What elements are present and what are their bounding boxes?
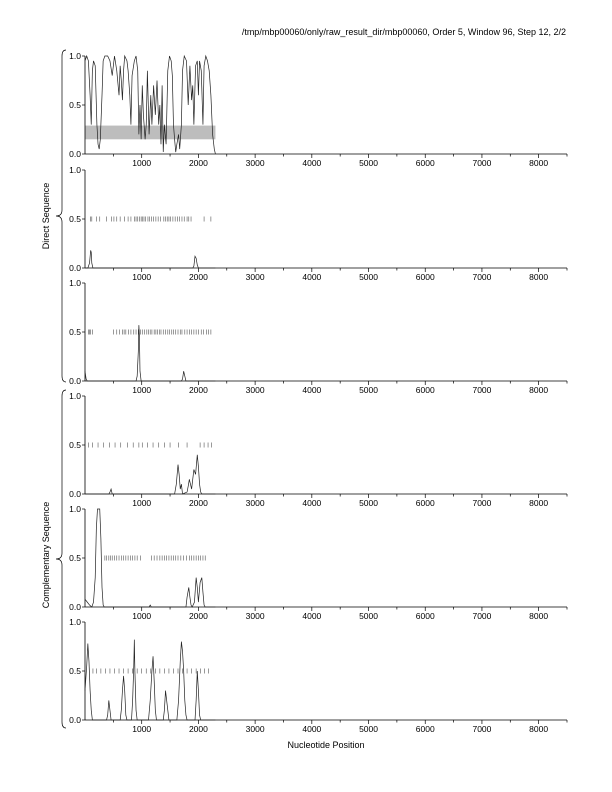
x-tick-label: 5000 [359,158,378,168]
complementary-sequence-label: Complementary Sequence [41,502,51,609]
x-tick-label: 1000 [132,272,151,282]
y-tick-label: 1.0 [69,617,81,627]
x-tick-label: 1000 [132,158,151,168]
y-tick-label: 0.5 [69,666,81,676]
panel-4: 0.0 0.5 1.0 1000 2000 3000 4000 5000 6000 7000 800… [69,391,568,508]
x-axis-label: Nucleotide Position [287,740,364,750]
x-tick-label: 7000 [472,611,491,621]
x-tick-label: 8000 [529,272,548,282]
x-tick-label: 2000 [189,272,208,282]
y-tick-label: 0.5 [69,214,81,224]
x-tick-label: 8000 [529,385,548,395]
y-tick-label: 0.0 [69,489,81,499]
x-tick-label: 4000 [302,385,321,395]
x-tick-label: 5000 [359,611,378,621]
x-tick-label: 6000 [416,158,435,168]
x-tick-label: 7000 [472,385,491,395]
x-tick-label: 4000 [302,611,321,621]
x-tick-label: 1000 [132,724,151,734]
x-tick-label: 2000 [189,724,208,734]
direct-sequence-bracket [55,49,67,383]
x-tick-label: 2000 [189,611,208,621]
x-tick-label: 5000 [359,724,378,734]
panel-3: 0.0 0.5 1.0 1000 2000 3000 4000 5000 6000 7000 800… [69,278,568,395]
y-tick-label: 1.0 [69,51,81,61]
complementary-sequence-bracket [55,389,67,729]
series-line [85,250,216,269]
x-tick-label: 4000 [302,724,321,734]
x-tick-label: 3000 [246,611,265,621]
x-tick-label: 7000 [472,272,491,282]
shaded-band [85,125,216,140]
y-tick-label: 1.0 [69,165,81,175]
x-tick-label: 5000 [359,272,378,282]
series-line [84,508,216,608]
y-tick-label: 1.0 [69,391,81,401]
x-tick-label: 1000 [132,611,151,621]
y-tick-label: 0.0 [69,263,81,273]
series-line [84,325,216,382]
x-tick-label: 3000 [246,385,265,395]
x-tick-label: 8000 [529,498,548,508]
x-tick-label: 8000 [529,611,548,621]
x-tick-label: 5000 [359,385,378,395]
direct-sequence-label: Direct Sequence [41,183,51,250]
y-tick-label: 0.5 [69,440,81,450]
series-line [85,454,216,495]
x-tick-label: 6000 [416,272,435,282]
y-tick-label: 1.0 [69,278,81,288]
group-brackets [55,49,67,729]
x-tick-label: 7000 [472,498,491,508]
x-tick-label: 6000 [416,611,435,621]
x-tick-label: 7000 [472,158,491,168]
y-tick-label: 0.5 [69,100,81,110]
panel-6: 0.0 0.5 1.0 1000 2000 3000 4000 5000 6000 7000 800… [69,617,568,734]
x-tick-label: 3000 [246,724,265,734]
x-tick-label: 8000 [529,158,548,168]
y-tick-label: 0.0 [69,715,81,725]
chart-title: /tmp/mbp00060/only/raw_result_dir/mbp000… [242,27,566,37]
y-tick-label: 1.0 [69,504,81,514]
x-tick-label: 1000 [132,385,151,395]
series-line [84,639,216,721]
x-tick-label: 4000 [302,158,321,168]
x-tick-label: 2000 [189,385,208,395]
y-tick-label: 0.0 [69,149,81,159]
x-tick-label: 7000 [472,724,491,734]
x-tick-label: 6000 [416,385,435,395]
x-tick-label: 3000 [246,498,265,508]
x-tick-label: 5000 [359,498,378,508]
x-tick-label: 2000 [189,498,208,508]
x-tick-label: 3000 [246,272,265,282]
x-tick-label: 4000 [302,272,321,282]
panels-group: 0.0 0.5 1.0 1000 2000 3000 4000 5000 6000 7000 800… [69,51,568,734]
x-tick-label: 4000 [302,498,321,508]
x-tick-label: 3000 [246,158,265,168]
x-tick-label: 6000 [416,498,435,508]
x-tick-label: 1000 [132,498,151,508]
series-line [84,54,216,155]
y-tick-label: 0.0 [69,376,81,386]
x-tick-label: 8000 [529,724,548,734]
x-tick-label: 6000 [416,724,435,734]
y-tick-label: 0.5 [69,327,81,337]
panel-2: 0.0 0.5 1.0 1000 2000 3000 4000 5000 6000 7000 800… [69,165,568,282]
panel-1: 0.0 0.5 1.0 1000 2000 3000 4000 5000 6000 7000 800… [69,51,568,168]
y-tick-label: 0.5 [69,553,81,563]
x-tick-label: 2000 [189,158,208,168]
y-tick-label: 0.0 [69,602,81,612]
panel-5: 0.0 0.5 1.0 1000 2000 3000 4000 5000 6000 7000 800… [69,504,568,621]
